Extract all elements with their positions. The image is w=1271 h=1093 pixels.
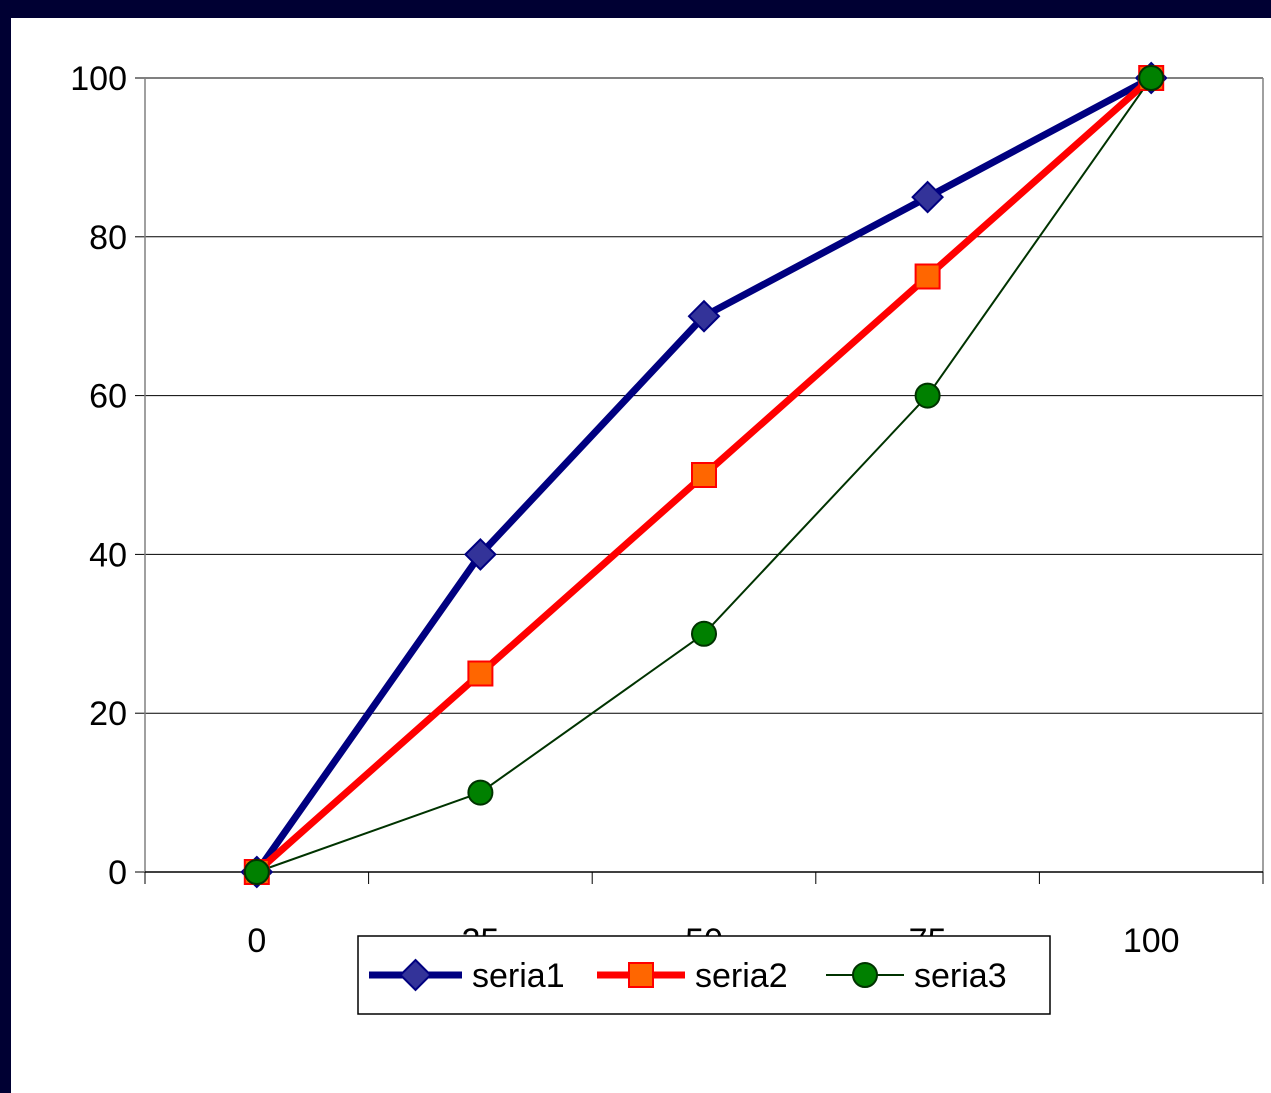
legend-marker-seria3 [852, 962, 878, 988]
point-seria3-50 [691, 620, 717, 647]
legend: seria1 seria2 seria3 [357, 935, 1051, 1015]
gridlines [145, 77, 1263, 714]
point-seria2-25 [467, 660, 494, 687]
legend-box [357, 935, 1051, 1015]
y-tick-label: 0 [108, 854, 127, 892]
y-tick-label: 60 [89, 378, 127, 416]
point-seria3-100 [1138, 65, 1165, 91]
y-tick-labels: 0 20 40 60 80 100 [70, 60, 127, 892]
point-seria1-75 [911, 180, 945, 214]
axes [135, 77, 1264, 884]
y-tick-label: 40 [89, 536, 127, 574]
x-tick-label: 100 [1123, 922, 1180, 960]
legend-label-seria1: seria1 [472, 957, 565, 995]
point-seria2-75 [914, 263, 941, 290]
point-seria2-50 [691, 462, 717, 488]
series-markers [240, 61, 1168, 889]
y-tick-label: 100 [70, 60, 127, 98]
legend-label-seria3: seria3 [914, 957, 1007, 995]
point-seria3-75 [914, 382, 941, 409]
point-seria3-0 [243, 859, 270, 885]
y-tick-label: 20 [89, 695, 127, 733]
point-seria1-50 [687, 299, 721, 333]
y-tick-label: 80 [89, 219, 127, 257]
legend-marker-seria1 [399, 958, 432, 992]
x-tick-label: 0 [247, 922, 266, 960]
legend-label-seria2: seria2 [695, 957, 788, 995]
legend-marker-seria2 [628, 962, 654, 988]
point-seria1-25 [463, 537, 497, 571]
point-seria3-25 [467, 779, 494, 806]
